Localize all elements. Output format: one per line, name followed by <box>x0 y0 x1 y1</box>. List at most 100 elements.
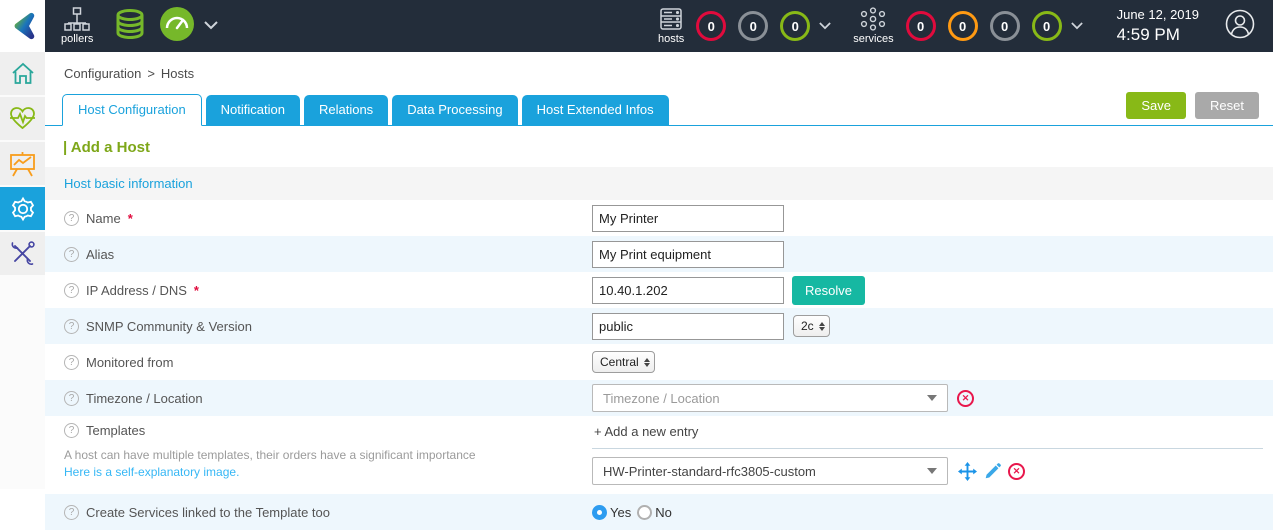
tab-relations[interactable]: Relations <box>303 95 389 125</box>
presentation-chart-icon <box>10 151 35 176</box>
create-services-no-radio[interactable] <box>637 504 653 520</box>
dropdown-arrow-icon <box>927 395 937 401</box>
centreon-logo-icon <box>14 12 34 40</box>
top-bar: pollers <box>0 0 1273 52</box>
tab-host-extended-infos[interactable]: Host Extended Infos <box>521 95 669 125</box>
help-icon[interactable]: ? <box>64 423 79 438</box>
help-icon[interactable]: ? <box>64 504 79 520</box>
alias-input[interactable] <box>592 240 784 268</box>
sidebar <box>0 52 45 489</box>
centreon-logo[interactable] <box>0 0 45 52</box>
hosts-chevron-down-icon[interactable] <box>819 17 831 35</box>
services-menu[interactable]: services <box>853 7 894 45</box>
form-row-alias: ? Alias <box>45 236 1273 272</box>
page-title: | Add a Host <box>63 139 150 156</box>
tab-data-processing[interactable]: Data Processing <box>392 95 518 125</box>
pollers-label: pollers <box>61 33 94 45</box>
pollers-chevron-down-icon[interactable] <box>204 17 219 35</box>
services-critical-counter[interactable]: 0 <box>905 11 936 41</box>
name-label: Name <box>86 210 121 226</box>
delete-template-icon[interactable]: ✕ <box>1008 462 1025 480</box>
move-template-icon[interactable] <box>958 461 977 481</box>
hosts-menu[interactable]: hosts <box>658 7 684 45</box>
snmp-version-value: 2c <box>801 319 814 333</box>
templates-helper-text: A host can have multiple templates, thei… <box>64 448 476 462</box>
name-input[interactable] <box>592 204 784 232</box>
timezone-placeholder: Timezone / Location <box>603 390 720 406</box>
database-status-icon[interactable] <box>113 7 147 46</box>
create-services-yes-radio[interactable] <box>592 504 607 520</box>
sidebar-item-home[interactable] <box>0 52 45 95</box>
breadcrumb-separator: > <box>147 66 155 81</box>
hosts-unreachable-counter[interactable]: 0 <box>738 11 769 41</box>
help-icon[interactable]: ? <box>64 390 79 406</box>
hosts-status-block: hosts 0 0 0 <box>658 7 831 45</box>
select-arrows-icon <box>818 321 825 331</box>
yes-label: Yes <box>610 504 632 520</box>
services-status-block: services 0 0 0 0 <box>853 7 1083 45</box>
resolve-button[interactable]: Resolve <box>792 275 865 305</box>
required-marker: * <box>127 210 133 226</box>
main-content: Configuration > Hosts Host Configuration N… <box>45 52 1273 530</box>
heart-pulse-icon <box>10 107 35 130</box>
gear-icon <box>11 196 34 221</box>
sidebar-item-monitoring[interactable] <box>0 97 45 140</box>
help-icon[interactable]: ? <box>64 354 79 370</box>
hosts-down-counter[interactable]: 0 <box>696 11 727 41</box>
reset-button[interactable]: Reset <box>1195 92 1259 119</box>
form-row-snmp: ? SNMP Community & Version 2c <box>45 308 1273 344</box>
snmp-community-input[interactable] <box>592 312 784 340</box>
services-chevron-down-icon[interactable] <box>1070 17 1083 35</box>
services-unknown-counter[interactable]: 0 <box>989 11 1020 41</box>
services-warning-counter[interactable]: 0 <box>947 11 978 41</box>
services-icon <box>861 7 886 31</box>
breadcrumb-hosts[interactable]: Hosts <box>160 66 195 81</box>
snmp-version-select[interactable]: 2c <box>793 315 830 337</box>
pollers-icon <box>64 7 90 31</box>
snmp-label: SNMP Community & Version <box>86 318 252 334</box>
time-text: 4:59 PM <box>1116 24 1180 44</box>
breadcrumb-configuration[interactable]: Configuration <box>64 66 142 81</box>
pollers-menu[interactable]: pollers <box>61 7 93 45</box>
tab-host-configuration[interactable]: Host Configuration <box>62 94 202 126</box>
hosts-icon <box>660 8 682 30</box>
edit-template-icon[interactable] <box>984 462 1001 480</box>
add-template-entry-link[interactable]: + Add a new entry <box>592 423 1263 449</box>
no-label: No <box>655 504 672 520</box>
sidebar-item-configuration[interactable] <box>0 187 45 230</box>
monitored-from-value: Central <box>600 355 639 369</box>
ip-input[interactable] <box>592 276 784 304</box>
sidebar-item-reporting[interactable] <box>0 142 45 185</box>
timezone-clear-icon[interactable]: ✕ <box>957 389 974 407</box>
help-icon[interactable]: ? <box>64 210 79 226</box>
date-text: June 12, 2019 <box>1116 7 1199 23</box>
hosts-label: hosts <box>657 33 685 45</box>
clock: June 12, 2019 4:59 PM <box>1117 7 1199 45</box>
help-icon[interactable]: ? <box>64 318 79 334</box>
templates-example-link[interactable]: Here is a self-explanatory image. <box>64 465 240 479</box>
save-button[interactable]: Save <box>1126 92 1187 119</box>
gauge-status-icon[interactable] <box>159 6 195 47</box>
form-row-name: ? Name * <box>45 200 1273 236</box>
dropdown-arrow-icon <box>927 468 937 474</box>
services-ok-counter[interactable]: 0 <box>1031 11 1062 41</box>
form-row-monitored-from: ? Monitored from Central <box>45 344 1273 380</box>
alias-label: Alias <box>86 246 115 262</box>
monitored-from-label: Monitored from <box>86 354 174 370</box>
timezone-select[interactable]: Timezone / Location <box>592 384 948 412</box>
hosts-up-counter[interactable]: 0 <box>780 11 811 41</box>
user-menu[interactable] <box>1225 9 1255 44</box>
breadcrumb: Configuration > Hosts <box>45 52 1273 81</box>
ip-label: IP Address / DNS <box>86 282 187 298</box>
create-services-label: Create Services linked to the Template t… <box>86 504 331 520</box>
help-icon[interactable]: ? <box>64 246 79 262</box>
template-select[interactable]: HW-Printer-standard-rfc3805-custom <box>592 457 948 485</box>
templates-label: Templates <box>86 423 146 438</box>
sidebar-item-administration[interactable] <box>0 232 45 275</box>
monitored-from-select[interactable]: Central <box>592 351 655 373</box>
help-icon[interactable]: ? <box>64 282 79 298</box>
form-row-templates: ? Templates A host can have multiple tem… <box>45 416 1273 494</box>
tab-notification[interactable]: Notification <box>205 95 300 125</box>
home-icon <box>11 62 34 84</box>
section-host-basic-information: Host basic information <box>45 167 1273 200</box>
